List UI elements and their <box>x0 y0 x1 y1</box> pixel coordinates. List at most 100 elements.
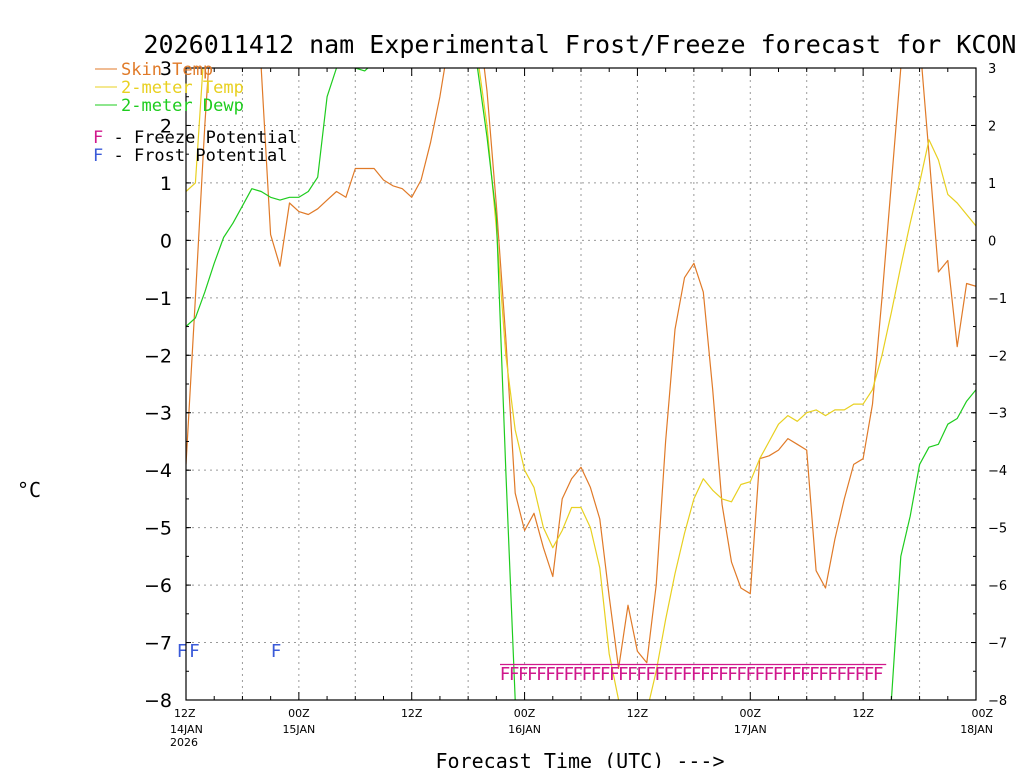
freeze-flag: F <box>536 664 546 685</box>
x-tick-date: 15JAN <box>282 723 315 736</box>
freeze-flag: F <box>637 664 647 685</box>
freeze-flag: F <box>509 664 519 685</box>
legend-freeze-letter: F <box>93 128 103 148</box>
freeze-flag: F <box>591 664 601 685</box>
x-tick-label: 12Z <box>852 707 874 720</box>
x-tick-date: 18JAN <box>960 723 993 736</box>
y-axis-label: °C <box>17 478 41 502</box>
potential-flags: FFFFFFFFFFFFFFFFFFFFFFFFFFFFFFFFFFFFFFFF… <box>177 641 887 685</box>
y-tick-label-right: −2 <box>988 349 1007 364</box>
y-tick-label-right: 1 <box>988 177 996 192</box>
y-tick-label-right: −5 <box>988 522 1007 537</box>
freeze-flag: F <box>773 664 783 685</box>
series-lines <box>186 68 976 700</box>
freeze-flag: F <box>600 664 610 685</box>
freeze-flag: F <box>573 664 583 685</box>
axis-ticks: −8 −8 −7 −7 −6 −6 −5 −5 −4 −4 −3 −3 −2 −2 −1 −1 0 0 1 1 2 2 3 3… <box>144 58 1007 749</box>
freeze-flag: F <box>837 664 847 685</box>
freeze-flag: F <box>700 664 710 685</box>
freeze-flag: F <box>646 664 656 685</box>
freeze-flag: F <box>691 664 701 685</box>
y-tick-label-right: −3 <box>988 407 1007 422</box>
x-tick-label: 12Z <box>174 707 196 720</box>
y-tick-label: −4 <box>144 460 172 482</box>
freeze-flag: F <box>655 664 665 685</box>
freeze-flag: F <box>828 664 838 685</box>
series-2m-dewp <box>186 68 976 700</box>
y-tick-label: 3 <box>160 58 172 80</box>
freeze-flag: F <box>673 664 683 685</box>
legend-freeze-text: - Freeze Potential <box>103 128 297 148</box>
frost-flag: F <box>271 641 281 662</box>
y-tick-label: −6 <box>144 575 172 597</box>
freeze-flag: F <box>764 664 774 685</box>
frost-flag: F <box>189 641 199 662</box>
grid-lines <box>186 68 976 700</box>
series-skin-temp <box>186 68 976 670</box>
freeze-flag: F <box>791 664 801 685</box>
y-tick-label-right: −4 <box>988 464 1007 479</box>
freeze-flag: F <box>728 664 738 685</box>
freeze-flag: F <box>546 664 556 685</box>
freeze-flag: F <box>618 664 628 685</box>
legend-skin-label: Skin Temp <box>121 60 213 80</box>
freeze-flag: F <box>664 664 674 685</box>
y-tick-label-right: 0 <box>988 234 996 249</box>
freeze-flag: F <box>609 664 619 685</box>
legend-dewp-label: 2-meter Dewp <box>121 96 244 116</box>
x-tick-label: 00Z <box>740 707 762 720</box>
freeze-flag: F <box>782 664 792 685</box>
freeze-flag: F <box>500 664 510 685</box>
series-2m-temp <box>186 68 976 700</box>
x-tick-date: 14JAN <box>170 723 203 736</box>
y-tick-label: 2 <box>160 115 172 137</box>
y-tick-label-right: 2 <box>988 119 996 134</box>
x-tick-label: 00Z <box>288 707 310 720</box>
x-tick-label: 12Z <box>627 707 649 720</box>
freeze-flag: F <box>855 664 865 685</box>
freeze-flag: F <box>527 664 537 685</box>
freeze-flag: F <box>518 664 528 685</box>
freeze-flag: F <box>564 664 574 685</box>
x-tick-label: 00Z <box>971 707 993 720</box>
legend-frost-text: - Frost Potential <box>103 146 287 166</box>
y-tick-label-right: 3 <box>988 62 996 77</box>
legend-t2m-label: 2-meter Temp <box>121 78 244 98</box>
x-tick-label: 12Z <box>401 707 423 720</box>
freeze-flag: F <box>718 664 728 685</box>
y-tick-label: 1 <box>160 173 172 195</box>
x-axis-label: Forecast Time (UTC) ---> <box>436 749 725 768</box>
freeze-flag: F <box>746 664 756 685</box>
y-tick-label: −5 <box>144 518 172 540</box>
freeze-flag: F <box>873 664 883 685</box>
y-tick-label: −2 <box>144 345 172 367</box>
y-tick-label-right: −6 <box>988 579 1007 594</box>
freeze-flag: F <box>800 664 810 685</box>
freeze-flag: F <box>819 664 829 685</box>
chart-title: 2026011412 nam Experimental Frost/Freeze… <box>144 30 1017 59</box>
frost-flag: F <box>177 641 187 662</box>
freeze-flag: F <box>864 664 874 685</box>
x-tick-date: 16JAN <box>508 723 541 736</box>
freeze-flag: F <box>709 664 719 685</box>
freeze-flag: F <box>809 664 819 685</box>
y-tick-label-right: −1 <box>988 292 1007 307</box>
x-tick-date: 17JAN <box>734 723 767 736</box>
freeze-flag: F <box>627 664 637 685</box>
x-tick-label: 00Z <box>514 707 536 720</box>
x-tick-year: 2026 <box>170 736 198 749</box>
y-tick-label-right: −8 <box>988 694 1007 709</box>
y-tick-label: −8 <box>144 690 172 712</box>
plot-frame <box>185 67 977 701</box>
legend-frost: F - Frost Potential <box>93 146 287 166</box>
y-tick-label: −1 <box>144 288 172 310</box>
freeze-flag: F <box>555 664 565 685</box>
freeze-flag: F <box>846 664 856 685</box>
freeze-flag: F <box>682 664 692 685</box>
freeze-flag: F <box>755 664 765 685</box>
y-tick-label: −3 <box>144 403 172 425</box>
legend-freeze: F - Freeze Potential <box>93 128 298 148</box>
legend: Skin Temp 2-meter Temp 2-meter Dewp F - … <box>93 60 298 166</box>
y-tick-label-right: −7 <box>988 637 1007 652</box>
